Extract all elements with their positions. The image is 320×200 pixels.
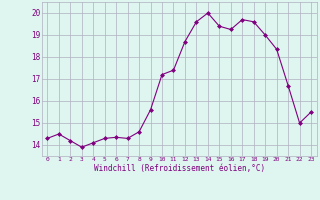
X-axis label: Windchill (Refroidissement éolien,°C): Windchill (Refroidissement éolien,°C) (94, 164, 265, 173)
